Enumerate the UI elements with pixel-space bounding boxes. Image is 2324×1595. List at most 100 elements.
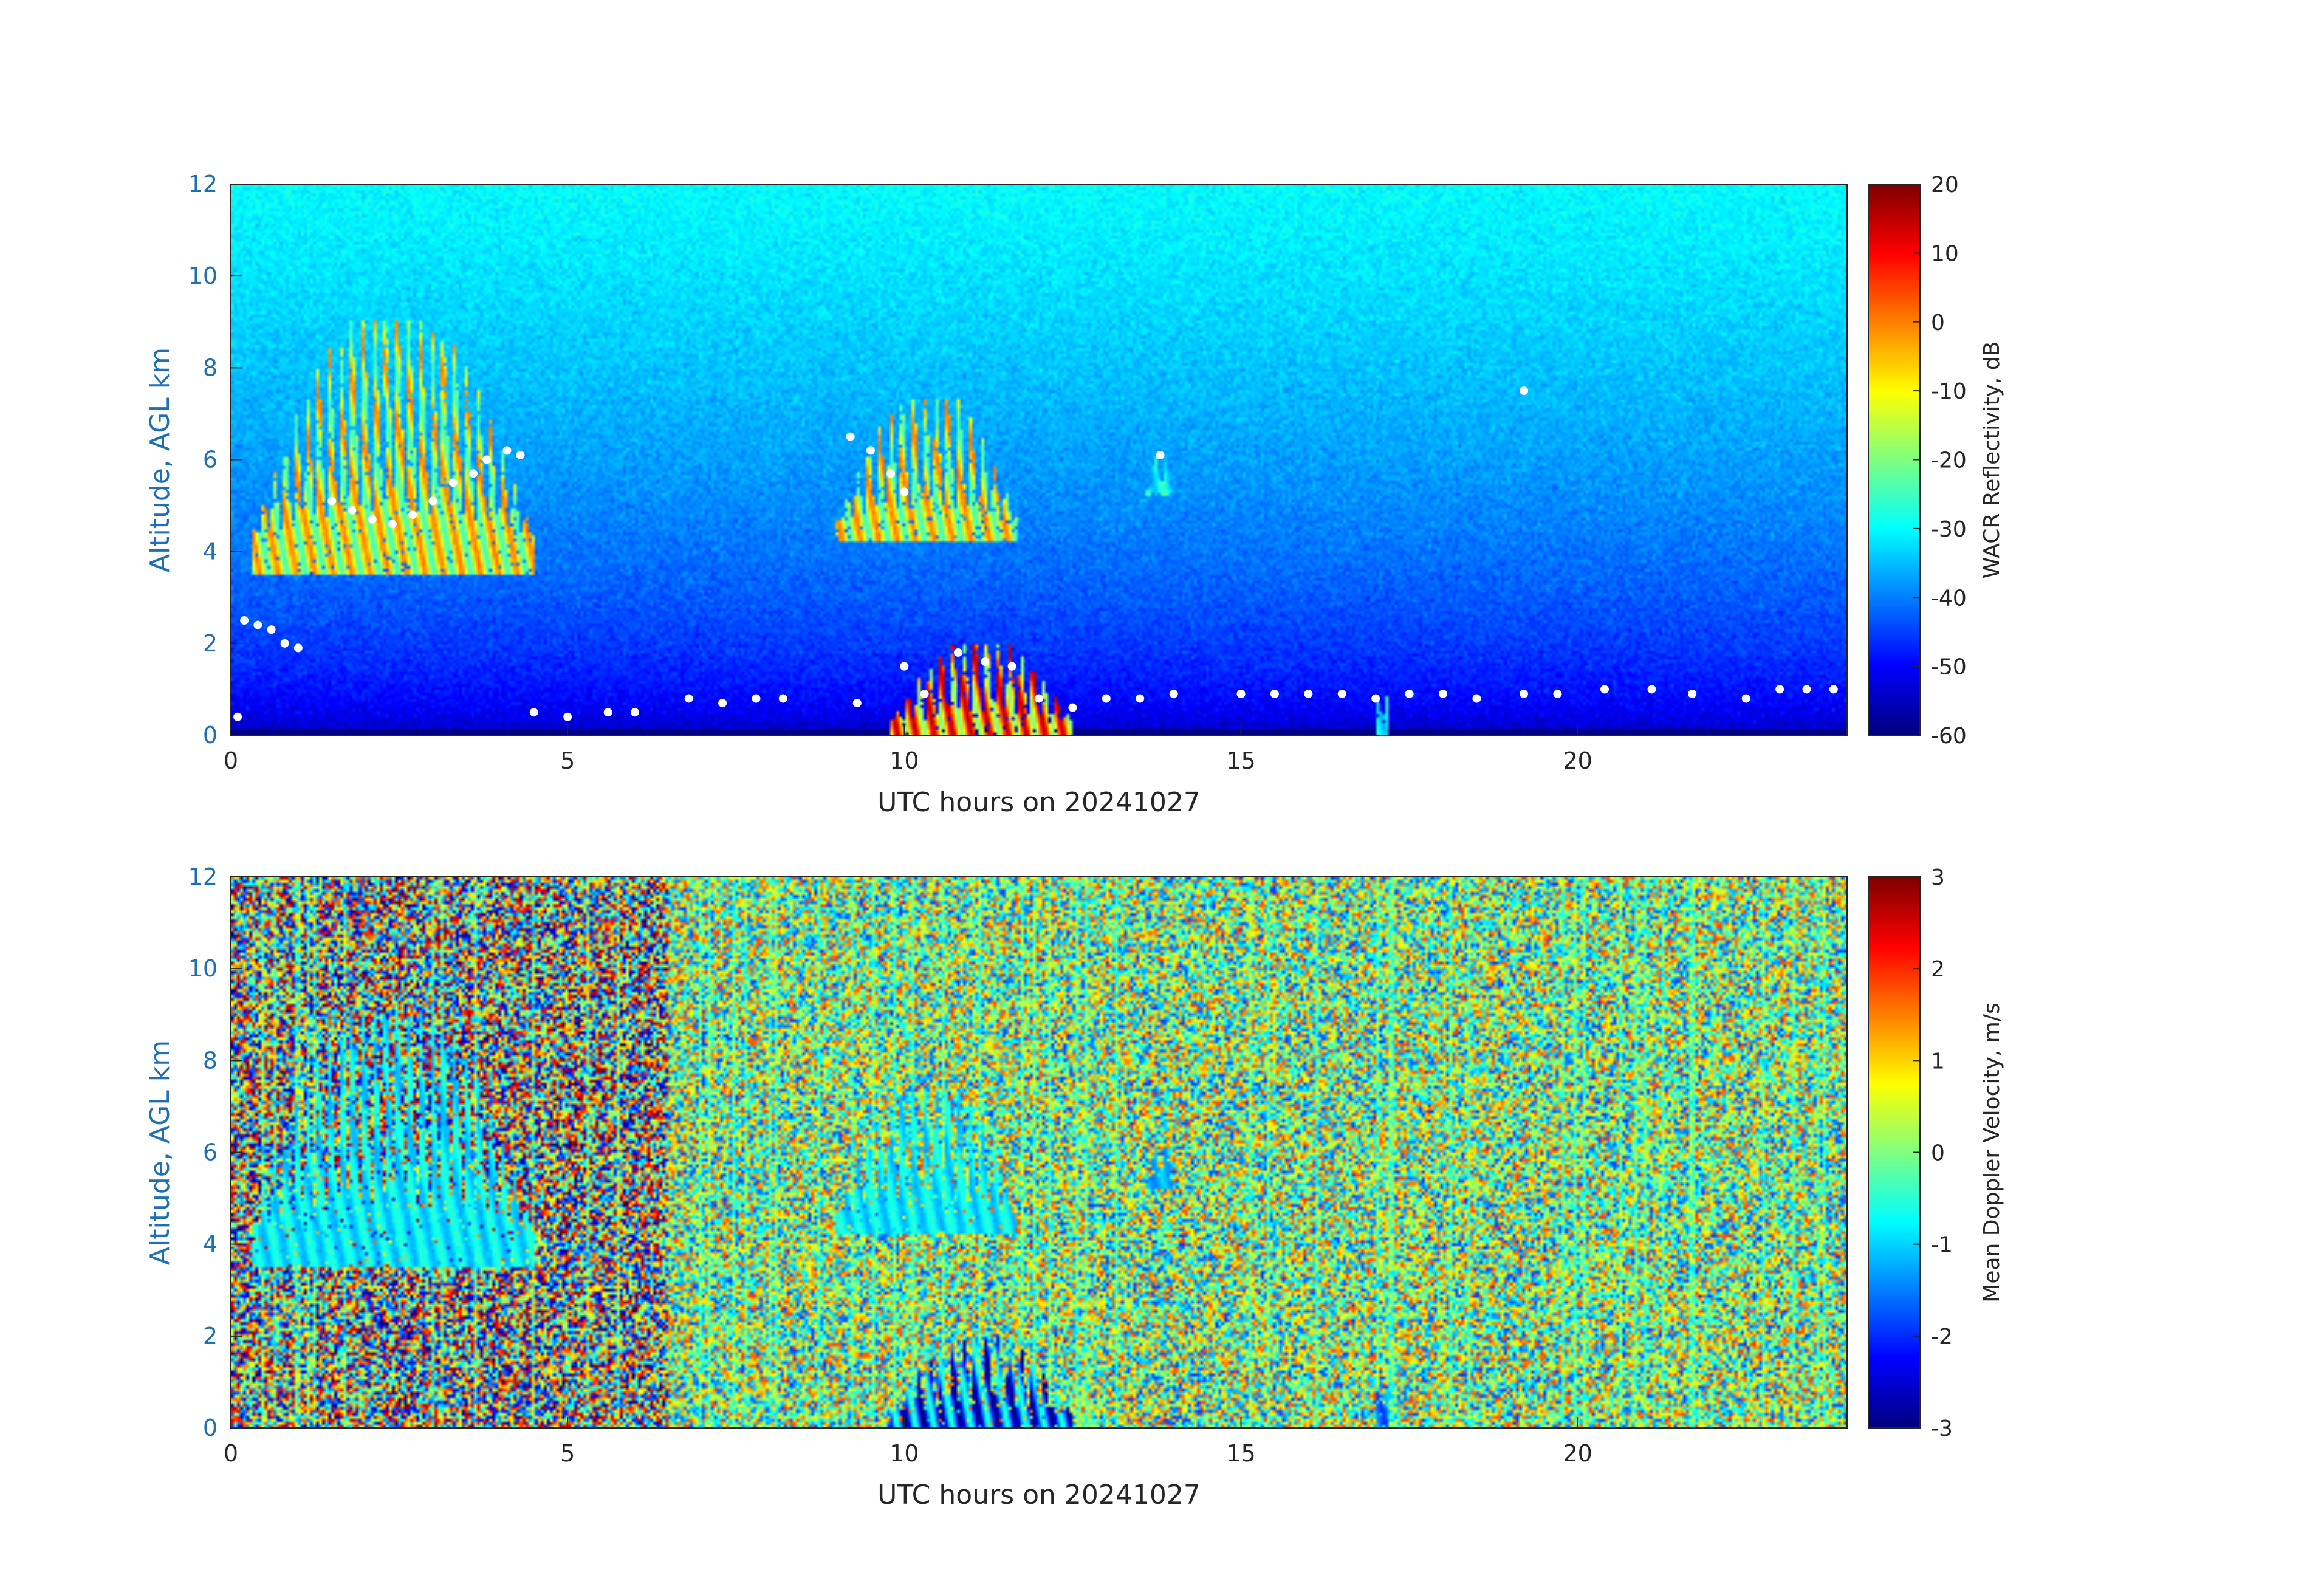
reflectivity-colorbar: [1868, 184, 1920, 735]
cloud-base-point: [846, 432, 855, 441]
cloud-base-point: [954, 648, 962, 657]
colorbar-tick-label: -20: [1931, 448, 1967, 473]
cloud-base-point: [348, 506, 357, 515]
ceilometer-cloud-base: [233, 386, 1838, 721]
x-tick-label: 20: [1563, 747, 1592, 774]
cloud-base-point: [1802, 685, 1811, 694]
cloud-base-point: [1439, 689, 1447, 698]
y-axis-ticks: 0 2 4 6 8 10 12: [188, 171, 242, 749]
doppler-velocity-heatmap: [231, 877, 1847, 1428]
colorbar-tick-label: 10: [1931, 241, 1959, 266]
cloud-base-point: [1236, 689, 1246, 698]
cloud-base-point: [482, 455, 492, 464]
x-axis-label: UTC hours on 20241027: [877, 1480, 1201, 1511]
cloud-base-point: [1600, 685, 1609, 694]
cloud-base-point: [1270, 689, 1279, 698]
colorbar-tick-label: -10: [1931, 379, 1967, 404]
x-tick-label: 10: [889, 747, 919, 774]
cloud-base-point: [603, 708, 612, 717]
cloud-base-point: [428, 496, 437, 506]
x-axis-label: UTC hours on 20241027: [877, 787, 1201, 818]
colorbar-tick-label: -3: [1931, 1416, 1953, 1441]
colorbar-tick-label: 20: [1931, 173, 1959, 197]
cloud-base-point: [718, 699, 727, 708]
cloud-base-point: [1741, 694, 1750, 703]
cloud-base-point: [752, 694, 761, 703]
colorbar-tick-label: -30: [1931, 517, 1967, 542]
colorbar-label: Mean Doppler Velocity, m/s: [1980, 1003, 2004, 1302]
x-tick-label: 5: [560, 747, 575, 774]
cloud-base-point: [1156, 450, 1165, 459]
cloud-base-point: [1520, 689, 1528, 698]
x-tick-label: 5: [560, 1440, 575, 1467]
y-tick-label: 10: [188, 262, 218, 289]
x-tick-label: 0: [224, 1440, 238, 1467]
y-tick-label: 12: [188, 863, 218, 890]
y-tick-label: 6: [203, 447, 218, 473]
cloud-base-point: [1102, 694, 1111, 703]
cloud-base-point: [1688, 689, 1697, 698]
cloud-base-point: [778, 694, 787, 703]
cloud-base-point: [1035, 694, 1043, 703]
cloud-base-point: [886, 469, 896, 478]
cloud-base-point: [368, 515, 377, 524]
cloud-base-point: [900, 662, 909, 671]
cloud-base-point: [388, 520, 397, 529]
cloud-base-point: [1337, 689, 1346, 698]
cloud-base-point: [920, 689, 929, 698]
reflectivity-panel: 0 5 10 15 20 0 2 4 6 8 10 12 UTC hours on 20241027…: [145, 171, 2004, 818]
cloud-base-point: [1472, 694, 1481, 703]
cloud-base-point: [233, 712, 242, 721]
cloud-base-point: [408, 510, 417, 520]
colorbar-ticks: 20 10 0 -10 -20 -30 -40 -50 -60: [1913, 173, 1967, 749]
y-tick-label: 4: [203, 538, 218, 565]
cloud-base-point: [293, 643, 303, 653]
cloud-base-point: [1520, 386, 1528, 396]
cloud-base-point: [1007, 662, 1016, 671]
colorbar-tick-label: 0: [1931, 1141, 1945, 1166]
y-tick-label: 8: [203, 1047, 218, 1074]
colorbar-tick-label: -60: [1931, 724, 1967, 749]
y-tick-label: 12: [188, 171, 218, 197]
cloud-base-point: [1136, 694, 1145, 703]
cloud-base-point: [502, 446, 512, 455]
cloud-base-point: [1068, 703, 1077, 712]
cloud-base-point: [981, 657, 990, 667]
cloud-base-point: [448, 478, 458, 487]
cloud-base-point: [1553, 689, 1562, 698]
colorbar-ticks: 3 2 1 0 -1 -2 -3: [1913, 865, 1953, 1441]
reflectivity-heatmap: [231, 184, 1847, 735]
cloud-base-point: [280, 639, 289, 648]
cloud-base-point: [1371, 694, 1380, 703]
colorbar-label: WACR Reflectivity, dB: [1980, 341, 2004, 579]
cloud-base-point: [1304, 689, 1313, 698]
colorbar-tick-label: 3: [1931, 865, 1945, 890]
cloud-base-point: [516, 450, 525, 459]
cloud-base-point: [900, 487, 909, 496]
colorbar-tick-label: -1: [1931, 1233, 1953, 1258]
colorbar-tick-label: -50: [1931, 655, 1967, 680]
x-axis-ticks: 0 5 10 15 20: [224, 724, 1592, 774]
colorbar-tick-label: 2: [1931, 957, 1945, 982]
y-tick-label: 0: [203, 1415, 218, 1441]
cloud-base-point: [240, 616, 249, 625]
cloud-base-point: [253, 620, 262, 629]
cloud-base-point: [469, 469, 478, 478]
y-tick-label: 0: [203, 722, 218, 749]
y-tick-label: 10: [188, 955, 218, 982]
cloud-base-point: [684, 694, 693, 703]
y-tick-label: 6: [203, 1139, 218, 1166]
x-tick-label: 10: [889, 1440, 919, 1467]
cloud-base-point: [852, 699, 862, 708]
x-tick-label: 15: [1226, 747, 1255, 774]
cloud-base-point: [866, 446, 875, 455]
x-axis-ticks: 0 5 10 15 20: [224, 1417, 1592, 1467]
y-axis-label: Altitude, AGL km: [145, 348, 176, 572]
x-tick-label: 0: [224, 747, 238, 774]
cloud-base-point: [267, 625, 276, 634]
cloud-base-point: [1405, 689, 1414, 698]
x-tick-label: 15: [1226, 1440, 1255, 1467]
colorbar-tick-label: 0: [1931, 310, 1945, 335]
